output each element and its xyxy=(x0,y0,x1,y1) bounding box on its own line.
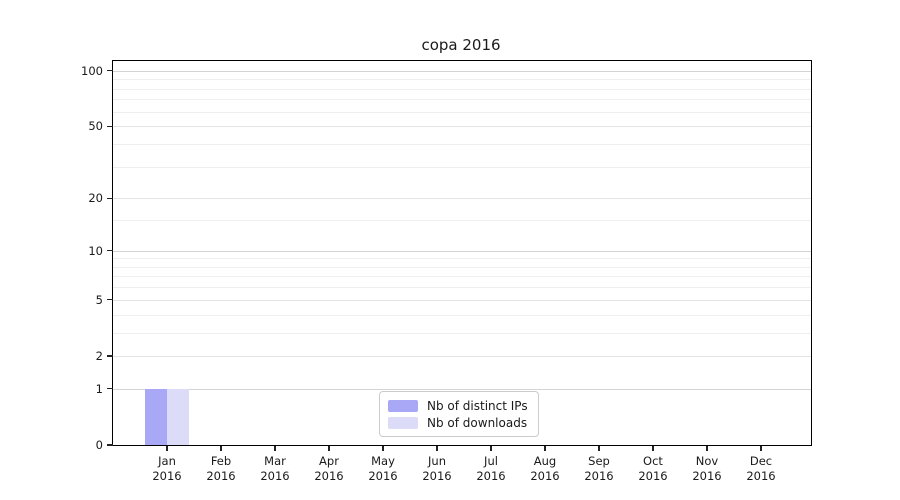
x-tick-label: Dec 2016 xyxy=(746,454,776,483)
x-tick-label: Oct 2016 xyxy=(638,454,668,483)
x-tick-label: Mar 2016 xyxy=(260,454,290,483)
x-tick-label: Jul 2016 xyxy=(476,454,506,483)
legend-swatch-downloads xyxy=(388,416,418,429)
y-gridline-minor xyxy=(113,287,811,289)
axis-ticks-layer: 0 1 2 5 10 20 50 100 Jan 2016 Feb 2016 Mar 2016 Apr… xyxy=(81,61,811,483)
y-gridline-minor xyxy=(113,88,811,90)
y-tick-label: 50 xyxy=(88,119,103,134)
x-tick xyxy=(652,446,654,451)
x-tick xyxy=(598,446,600,451)
y-gridline-major xyxy=(113,126,811,128)
x-tick xyxy=(760,446,762,451)
y-gridline-minor xyxy=(113,314,811,316)
legend-label-distinct-ips: Nb of distinct IPs xyxy=(427,398,528,413)
y-tick xyxy=(107,299,113,301)
y-gridline-minor xyxy=(113,276,811,278)
y-gridline-minor xyxy=(113,143,811,145)
legend-item-distinct-ips: Nb of distinct IPs xyxy=(388,397,530,414)
y-gridline-major xyxy=(113,299,811,301)
y-tick xyxy=(107,249,113,252)
x-tick-label: Jan 2016 xyxy=(152,454,182,483)
x-tick xyxy=(490,446,492,451)
y-tick-label: 100 xyxy=(81,63,103,78)
x-tick-label: Sep 2016 xyxy=(584,454,614,483)
y-tick-label: 0 xyxy=(95,438,103,452)
x-tick xyxy=(382,446,384,451)
y-tick xyxy=(107,197,113,199)
y-gridline-minor xyxy=(113,166,811,168)
x-tick xyxy=(166,446,168,451)
y-tick-label: 20 xyxy=(88,191,103,206)
y-gridline-emphasized xyxy=(113,70,811,72)
y-gridline-emphasized xyxy=(113,388,811,390)
legend: Nb of distinct IPs Nb of downloads xyxy=(379,391,539,437)
bars-layer xyxy=(113,61,811,445)
x-tick-label: Apr 2016 xyxy=(314,454,344,483)
y-tick xyxy=(107,125,113,127)
y-tick-label: 1 xyxy=(95,381,103,396)
bar-downloads xyxy=(167,388,189,445)
bar-distinct-ips xyxy=(145,388,167,445)
y-tick xyxy=(107,70,113,72)
plot-area: 0 1 2 5 10 20 50 100 Jan 2016 Feb 2016 Mar 2016 Apr… xyxy=(81,60,812,483)
x-tick-label: May 2016 xyxy=(368,454,398,483)
x-tick xyxy=(706,446,708,451)
y-gridline-major xyxy=(113,198,811,200)
y-gridline-minor xyxy=(113,111,811,113)
x-tick-label: Jun 2016 xyxy=(422,454,452,483)
y-tick-label: 10 xyxy=(88,243,103,258)
x-tick xyxy=(436,446,438,451)
y-gridline-minor xyxy=(113,332,811,334)
x-tick-label: Nov 2016 xyxy=(692,454,722,483)
y-gridline-minor xyxy=(113,258,811,260)
y-tick xyxy=(107,388,113,390)
x-tick-label: Feb 2016 xyxy=(206,454,236,483)
y-gridline-minor xyxy=(113,99,811,101)
x-tick xyxy=(544,446,546,451)
legend-item-downloads: Nb of downloads xyxy=(388,414,530,431)
y-tick xyxy=(107,444,113,446)
x-tick xyxy=(274,446,276,451)
y-gridline-major xyxy=(113,355,811,357)
x-tick-label: Aug 2016 xyxy=(530,454,560,483)
y-gridline-minor xyxy=(113,79,811,81)
legend-label-downloads: Nb of downloads xyxy=(427,415,528,430)
chart-title: copa 2016 xyxy=(421,36,501,54)
gridlines-layer xyxy=(113,61,811,445)
legend-swatch-distinct-ips xyxy=(388,399,418,412)
y-gridline-emphasized xyxy=(113,250,811,252)
x-tick xyxy=(328,446,330,451)
x-tick xyxy=(220,446,222,451)
y-gridline-minor xyxy=(113,220,811,222)
y-tick-label: 5 xyxy=(95,292,103,307)
y-gridline-minor xyxy=(113,266,811,268)
y-tick-label: 2 xyxy=(95,348,103,363)
y-tick xyxy=(107,355,113,357)
